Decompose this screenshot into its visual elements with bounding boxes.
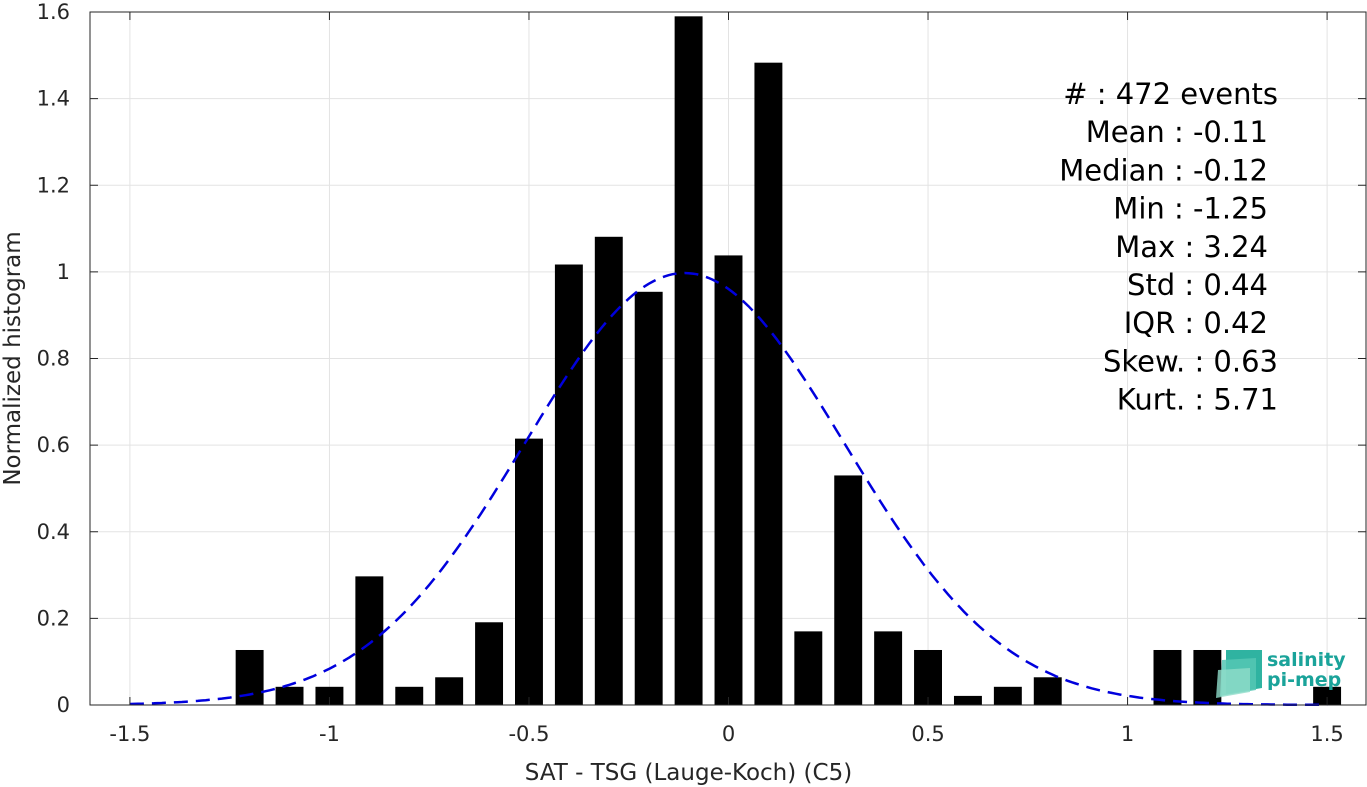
logo-text-pi-mep: pi-mep — [1267, 669, 1341, 691]
logo-text-salinity: salinity — [1267, 649, 1346, 671]
histogram-bar — [834, 475, 863, 705]
stat-line: IQR : 0.42 — [1124, 306, 1268, 340]
x-tick-label: 0 — [722, 722, 735, 746]
stat-line: Max : 3.24 — [1115, 230, 1268, 264]
histogram-bar — [275, 686, 304, 705]
salinity-pi-mep-logo: salinity pi-mep — [1216, 649, 1346, 698]
histogram-bar — [714, 255, 743, 705]
stat-line: Skew. : 0.63 — [1103, 344, 1278, 378]
histogram-bar — [475, 622, 504, 705]
y-tick-label: 1.2 — [37, 173, 70, 197]
x-tick-label: -0.5 — [508, 722, 549, 746]
histogram-bar — [435, 677, 464, 705]
histogram-bars — [235, 16, 1342, 706]
histogram-bar — [1153, 649, 1182, 705]
x-tick-label: -1.5 — [109, 722, 150, 746]
histogram-bar — [993, 686, 1022, 705]
x-tick-label: -1 — [319, 722, 340, 746]
y-axis-label: Normalized histogram — [0, 231, 26, 485]
y-tick-label: 1 — [57, 260, 70, 284]
histogram-bar — [355, 576, 384, 705]
histogram-bar — [953, 695, 982, 705]
wave-layers-icon — [1216, 650, 1262, 698]
x-tick-label: 1 — [1121, 722, 1134, 746]
histogram-bar — [1033, 677, 1062, 705]
x-axis-label: SAT - TSG (Lauge-Koch) (C5) — [525, 760, 852, 786]
histogram-bar — [395, 686, 424, 705]
histogram-bar — [674, 16, 703, 706]
axis-ticks: -1.5 -1 -0.5 0 0.5 1 1.5 0 0.2 0.4 0.6 0.8 1 1.2 1.4 1.… — [37, 0, 1366, 746]
histogram-bar — [794, 631, 823, 705]
y-tick-label: 0.4 — [37, 520, 70, 544]
x-tick-label: 0.5 — [911, 722, 944, 746]
histogram-bar — [634, 291, 663, 705]
gaussian-fit-curve — [129, 271, 1328, 707]
y-tick-label: 0.8 — [37, 347, 70, 371]
y-tick-label: 0.6 — [37, 433, 70, 457]
histogram-bar — [554, 264, 583, 705]
histogram-bar — [874, 631, 903, 705]
stat-line: Kurt. : 5.71 — [1117, 383, 1278, 417]
histogram-bar — [754, 62, 783, 706]
y-tick-label: 0.2 — [37, 606, 70, 630]
y-tick-label: 1.4 — [37, 87, 70, 111]
y-tick-label: 1.6 — [37, 0, 70, 24]
y-tick-label: 0 — [57, 693, 70, 717]
x-tick-label: 1.5 — [1310, 722, 1343, 746]
histogram-bar — [594, 236, 623, 705]
stat-line: Mean : -0.11 — [1086, 115, 1268, 149]
stat-line: Std : 0.44 — [1127, 268, 1268, 302]
stat-line: Min : -1.25 — [1113, 192, 1268, 226]
histogram-bar — [914, 649, 942, 705]
histogram-bar — [1313, 686, 1342, 705]
stat-line: Median : -0.12 — [1059, 153, 1268, 187]
statistics-box: # : 472 events Mean : -0.11 Median : -0.12… — [1059, 77, 1278, 417]
histogram-bar — [315, 686, 344, 705]
stat-line: # : 472 events — [1063, 77, 1278, 111]
histogram-bar — [515, 438, 543, 705]
